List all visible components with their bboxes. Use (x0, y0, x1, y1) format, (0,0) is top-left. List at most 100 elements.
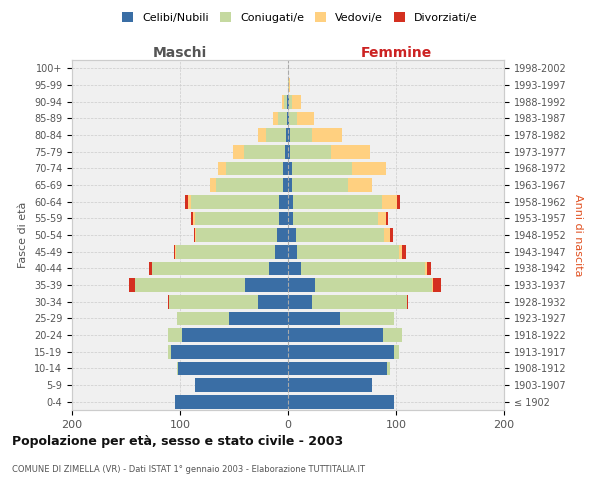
Bar (173, 245, 175, 258)
Bar (407, 295, 408, 308)
Bar (296, 228, 384, 242)
Bar (283, 162, 288, 175)
Bar (288, 95, 289, 108)
Bar (288, 228, 296, 242)
Legend: Celibi/Nubili, Coniugati/e, Vedovi/e, Divorziati/e: Celibi/Nubili, Coniugati/e, Vedovi/e, Di… (118, 8, 482, 28)
Bar (168, 345, 172, 358)
Bar (384, 228, 389, 242)
Bar (269, 262, 288, 275)
Bar (288, 278, 315, 292)
Text: Popolazione per età, sesso e stato civile - 2003: Popolazione per età, sesso e stato civil… (12, 435, 343, 448)
Bar (185, 195, 188, 208)
Bar (169, 295, 258, 308)
Bar (288, 195, 293, 208)
Bar (278, 112, 287, 125)
Bar (394, 345, 399, 358)
Bar (177, 362, 178, 375)
Bar (289, 112, 296, 125)
Bar (229, 312, 288, 325)
Bar (331, 145, 370, 158)
Bar (431, 278, 433, 292)
Bar (283, 178, 288, 192)
Bar (193, 212, 195, 225)
Bar (386, 212, 388, 225)
Bar (315, 278, 431, 292)
Bar (383, 328, 403, 342)
Bar (175, 395, 288, 408)
Bar (277, 228, 288, 242)
Bar (195, 212, 280, 225)
Bar (288, 78, 289, 92)
Bar (287, 112, 288, 125)
Bar (349, 178, 372, 192)
Bar (312, 295, 407, 308)
Bar (290, 145, 331, 158)
Bar (194, 228, 195, 242)
Bar (280, 212, 288, 225)
Text: COMUNE DI ZIMELLA (VR) - Dati ISTAT 1° gennaio 2003 - Elaborazione TUTTITALIA.IT: COMUNE DI ZIMELLA (VR) - Dati ISTAT 1° g… (12, 465, 365, 474)
Bar (168, 295, 169, 308)
Bar (427, 262, 431, 275)
Bar (175, 245, 176, 258)
Bar (288, 112, 289, 125)
Bar (178, 362, 288, 375)
Bar (152, 262, 269, 275)
Bar (296, 112, 314, 125)
Bar (377, 212, 386, 225)
Bar (292, 162, 352, 175)
Bar (389, 228, 393, 242)
Bar (285, 145, 288, 158)
Bar (288, 145, 290, 158)
Bar (288, 178, 292, 192)
Bar (288, 162, 292, 175)
Bar (425, 262, 427, 275)
Bar (352, 162, 386, 175)
Bar (403, 245, 406, 258)
Bar (195, 228, 196, 242)
Bar (149, 262, 152, 275)
Bar (172, 345, 288, 358)
Bar (273, 112, 278, 125)
Text: Maschi: Maschi (153, 46, 207, 60)
Bar (296, 245, 399, 258)
Bar (191, 195, 280, 208)
Bar (301, 262, 425, 275)
Bar (196, 228, 277, 242)
Bar (280, 195, 288, 208)
Bar (382, 195, 397, 208)
Bar (288, 395, 394, 408)
Bar (287, 95, 288, 108)
Bar (281, 95, 284, 108)
Bar (288, 362, 388, 375)
Bar (266, 128, 286, 142)
Bar (288, 328, 383, 342)
Bar (129, 278, 134, 292)
Bar (210, 178, 215, 192)
Bar (293, 195, 382, 208)
Bar (289, 95, 292, 108)
Bar (218, 162, 226, 175)
Bar (293, 212, 377, 225)
Bar (258, 128, 266, 142)
Bar (433, 278, 442, 292)
Bar (244, 145, 285, 158)
Y-axis label: Fasce di età: Fasce di età (19, 202, 28, 268)
Bar (233, 145, 244, 158)
Bar (289, 78, 290, 92)
Bar (290, 128, 312, 142)
Bar (292, 95, 301, 108)
Bar (258, 295, 288, 308)
Y-axis label: Anni di nascita: Anni di nascita (573, 194, 583, 276)
Bar (177, 312, 229, 325)
Bar (288, 245, 296, 258)
Bar (226, 162, 283, 175)
Bar (191, 212, 193, 225)
Bar (168, 328, 182, 342)
Bar (284, 95, 287, 108)
Bar (340, 312, 394, 325)
Bar (288, 262, 301, 275)
Bar (195, 378, 288, 392)
Bar (312, 128, 342, 142)
Bar (288, 212, 293, 225)
Bar (288, 378, 372, 392)
